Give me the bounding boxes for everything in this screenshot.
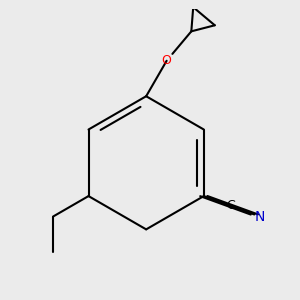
Text: N: N [254, 210, 265, 224]
Text: C: C [226, 199, 235, 212]
Text: O: O [162, 54, 172, 67]
